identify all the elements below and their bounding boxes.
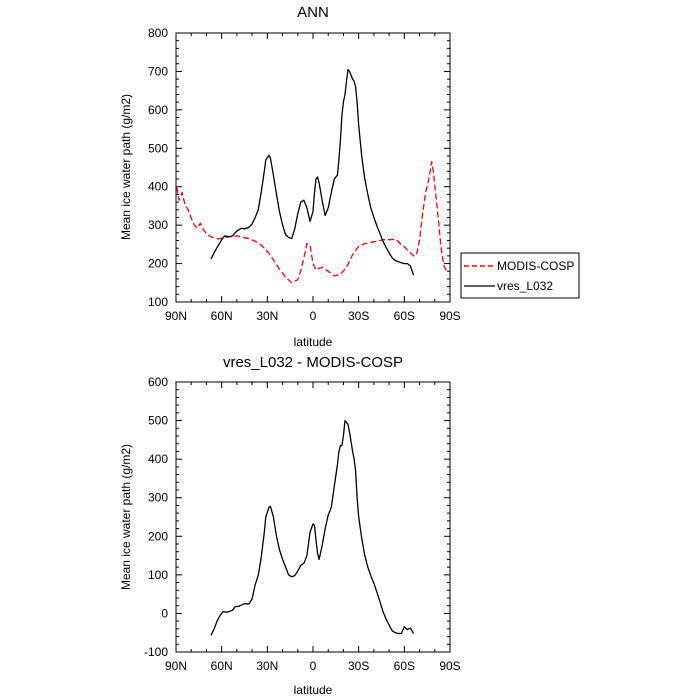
panel-bottom-title: vres_L032 - MODIS-COSP [223, 354, 403, 371]
top-series-line-vres-l032 [210, 68, 415, 276]
legend-box [460, 252, 580, 299]
legend-label-modis: MODIS-COSP [497, 259, 574, 273]
bottom-ytick-label: 300 [148, 491, 168, 505]
top-xtick-label: 60N [211, 309, 233, 323]
bottom-xtick-label: 0 [310, 659, 317, 673]
panel-top-axes: 90N 60N 30N 0 30S 60S 90S 100 200 300 400 500 600 700… [148, 26, 461, 323]
top-xtick-label: 30N [256, 309, 278, 323]
bottom-xtick-label: 30S [348, 659, 369, 673]
legend-label-vres: vres_L032 [497, 279, 553, 293]
bottom-ytick-label: 400 [148, 452, 168, 466]
top-ytick-label: 500 [148, 141, 168, 155]
top-xtick-label: 0 [310, 309, 317, 323]
bottom-ytick-label: 600 [148, 375, 168, 389]
top-plot-frame [175, 32, 451, 303]
bottom-xtick-label: 30N [256, 659, 278, 673]
bottom-series-line-vres-l032-modis-cosp [210, 419, 415, 636]
bottom-ytick-label: 200 [148, 529, 168, 543]
panel-top-title: ANN [297, 4, 329, 21]
panel-top-xlabel: latitude [294, 335, 333, 349]
bottom-ytick-label: 0 [161, 606, 168, 620]
top-ytick-label: 800 [148, 26, 168, 40]
bottom-ytick-label: -100 [144, 645, 168, 659]
top-ytick-label: 700 [148, 64, 168, 78]
top-xtick-label: 90N [165, 309, 187, 323]
panel-bottom-ylabel: Mean ice water path (g/m2) [119, 444, 133, 590]
bottom-xtick-label: 60S [394, 659, 415, 673]
top-ytick-label: 200 [148, 257, 168, 271]
top-xtick-label: 90S [439, 309, 460, 323]
top-xtick-label: 30S [348, 309, 369, 323]
top-ytick-label: 100 [148, 295, 168, 309]
panel-top-ylabel: Mean ice water path (g/m2) [119, 94, 133, 240]
bottom-plot-frame [175, 381, 451, 653]
top-ytick-label: 300 [148, 218, 168, 232]
top-series-line-modis-cosp [176, 161, 448, 284]
bottom-xtick-label: 60N [211, 659, 233, 673]
panel-bottom-axes: 90N 60N 30N 0 30S 60S 90S -100 0 100 200 300 400 500 6… [144, 375, 461, 673]
top-ytick-label: 400 [148, 180, 168, 194]
bottom-ytick-label: 100 [148, 568, 168, 582]
top-xtick-label: 60S [394, 309, 415, 323]
bottom-xtick-label: 90S [439, 659, 460, 673]
panel-bottom-xlabel: latitude [294, 683, 333, 697]
top-ytick-label: 600 [148, 103, 168, 117]
panel-top: ANN 90N 60N 30N 0 30S 60S 90S 100 200 300 400 500 60… [119, 4, 580, 349]
bottom-ytick-label: 500 [148, 414, 168, 428]
panel-bottom: vres_L032 - MODIS-COSP 90N 60N 30N 0 30S 60S 9… [119, 354, 461, 697]
legend: MODIS-COSP vres_L032 [460, 252, 580, 299]
bottom-xtick-label: 90N [165, 659, 187, 673]
